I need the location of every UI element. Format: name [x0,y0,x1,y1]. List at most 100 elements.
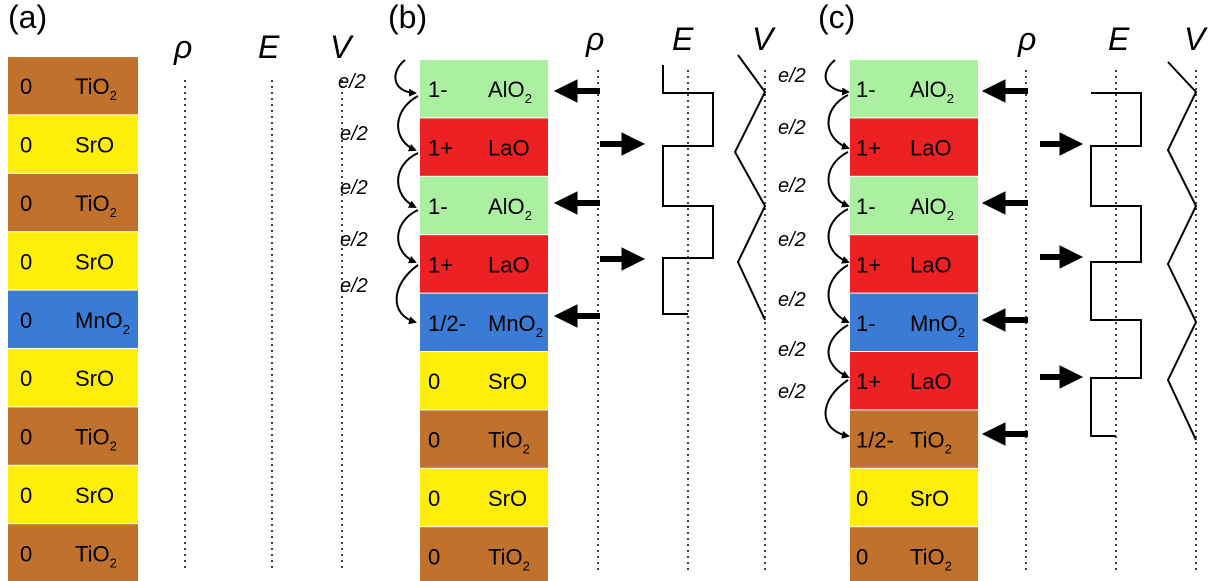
layer-tio2: 0 TiO2 [8,407,138,465]
layer-tio2: 0 TiO2 [420,410,548,468]
layer-charge: 0 [20,541,32,566]
layer-block [850,410,978,468]
layer-sro: 0 SrO [420,468,548,527]
layer-sro: 0 SrO [420,352,548,410]
layer-charge: 1/2- [856,428,894,453]
layer-block [850,60,978,118]
layer-charge: 1+ [856,252,881,277]
layer-name: AlO2 [488,77,532,106]
layer-alo2: 1- AlO2 [420,60,548,118]
layer-block [8,524,138,581]
layer-tio2: 0 TiO2 [8,173,138,232]
layer-block [8,115,138,173]
header-rho-b: ρ [585,21,604,57]
layer-charge: 1- [856,194,876,219]
charge-arrow-c4 [1040,245,1084,269]
layer-name: SrO [910,486,949,511]
layer-name: LaO [910,136,952,161]
layer-lao: 1+ LaO [850,235,978,293]
layer-block [420,118,548,176]
layer-name: LaO [910,252,952,277]
layer-block [420,60,548,118]
layer-tio2: 0 TiO2 [8,57,138,115]
layer-charge: 0 [20,74,32,99]
layer-charge: 1+ [428,252,453,277]
header-v-b: V [752,21,776,57]
layer-charge: 1- [856,77,876,102]
layer-mno2: 0 MnO2 [8,290,138,348]
layer-sro: 0 SrO [8,465,138,524]
header-e-a: E [258,29,280,65]
layer-alo2: 1- AlO2 [420,176,548,235]
charge-arrow-b1 [553,79,600,103]
layer-sro: 0 SrO [8,232,138,290]
potential-b [733,54,767,321]
electron-label-c1: e/2 [778,65,806,87]
electron-label-b4: e/2 [340,229,368,251]
charge-arrow-b4 [600,247,646,271]
layer-name: LaO [488,252,530,277]
layer-mno2: 1- MnO2 [850,293,978,351]
layer-block [8,290,138,348]
charge-arrow-c7 [981,422,1028,446]
electron-label-c5: e/2 [778,289,806,311]
layer-mno2: 1/2- MnO2 [420,293,548,351]
layer-block [8,465,138,524]
panel-label-a: (a) [8,0,47,35]
electron-label-b1: e/2 [338,71,366,93]
layer-charge: 1- [428,194,448,219]
layer-block [8,173,138,232]
layer-name: SrO [488,486,527,511]
layer-tio2: 0 TiO2 [420,527,548,581]
header-v-a: V [330,29,354,65]
layer-sro: 0 SrO [8,349,138,407]
electron-label-c7: e/2 [778,381,806,403]
layer-charge: 0 [856,544,868,569]
layer-name: SrO [75,366,114,391]
layer-tio2: 0 TiO2 [850,527,978,581]
layer-charge: 1- [856,311,876,336]
electron-label-b3: e/2 [340,177,368,199]
electron-label-b2: e/2 [340,123,368,145]
layer-block [420,293,548,351]
layer-charge: 1/2- [428,311,466,336]
electron-label-b5: e/2 [340,275,368,297]
charge-arrow-c2 [1040,132,1084,156]
charge-arrows-b [553,79,646,328]
electron-transfer-c [824,59,850,439]
layer-block [8,407,138,465]
layer-block [850,176,978,235]
layer-lao: 1+ LaO [850,118,978,176]
charge-arrow-b5 [553,304,600,328]
layer-charge: 0 [20,425,32,450]
layer-lao: 1+ LaO [420,235,548,293]
charge-arrows-c [981,79,1084,446]
layer-name: AlO2 [488,194,532,223]
panel-label-c: (c) [818,0,855,35]
layer-block [8,349,138,407]
layer-block [420,410,548,468]
layer-charge: 0 [428,428,440,453]
charge-arrow-c3 [981,191,1028,215]
layer-name: MnO2 [488,311,543,340]
layer-charge: 0 [20,366,32,391]
header-e-c: E [1108,21,1130,57]
electron-label-c2: e/2 [778,117,806,139]
layer-block [420,176,548,235]
layer-alo2: 1- AlO2 [850,60,978,118]
layer-name: LaO [488,136,530,161]
header-e-b: E [672,21,694,57]
potential-c [1166,61,1198,441]
layer-charge: 0 [20,191,32,216]
header-v-c: V [1184,21,1208,57]
electron-label-c3: e/2 [778,175,806,197]
layer-charge: 1+ [856,369,881,394]
layer-alo2: 1- AlO2 [850,176,978,235]
layer-name: MnO2 [910,311,965,340]
layer-lao: 1+ LaO [850,352,978,410]
layer-sro: 0 SrO [850,468,978,527]
layer-block [420,235,548,293]
layer-charge: 0 [20,133,32,158]
